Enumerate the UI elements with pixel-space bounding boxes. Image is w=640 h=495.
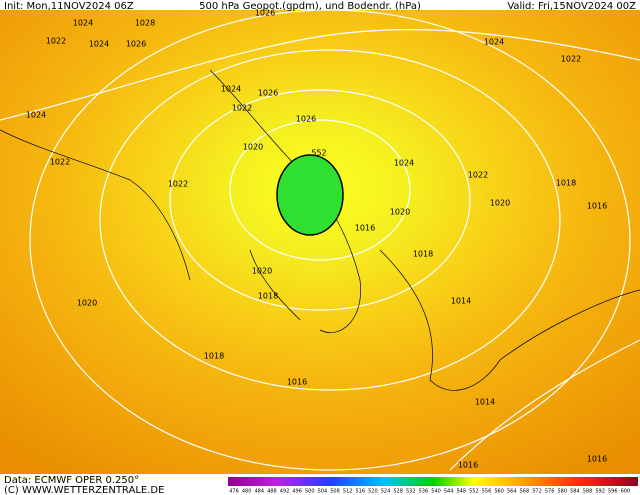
scale-label: 576: [545, 489, 555, 495]
isobar-label: 1024: [221, 85, 241, 94]
isobar-label: 1024: [89, 40, 109, 49]
isobar-label: 1016: [355, 224, 375, 233]
scale-label: 528: [393, 489, 403, 495]
isobar-label: 1020: [243, 143, 263, 152]
isobar-label: 1016: [587, 455, 607, 464]
scale-label: 476: [229, 489, 239, 495]
isobar-label: 1022: [50, 158, 70, 167]
isobar-labels: 1024 1028 1022 1024 1026 1026 1024 1022 1024 1026…: [26, 9, 607, 470]
scale-label: 560: [494, 489, 504, 495]
init-text: Init: Mon,11NOV2024 06Z: [4, 1, 134, 12]
isobar-label: 1024: [26, 111, 46, 120]
scale-label: 544: [444, 489, 454, 495]
isobar-label: 1020: [252, 267, 272, 276]
isobar-label: 1016: [587, 202, 607, 211]
scale-label: 536: [419, 489, 429, 495]
scale-label: 504: [318, 489, 328, 495]
isobar-label: 1020: [390, 208, 410, 217]
isobar-label: 1018: [556, 179, 576, 188]
scale-label: 532: [406, 489, 416, 495]
isobar-label: 1016: [287, 378, 307, 387]
scale-label: 508: [330, 489, 340, 495]
isobar-label: 1014: [451, 297, 471, 306]
map-background: [0, 10, 640, 474]
isobar-label: 1024: [484, 38, 504, 47]
scale-label: 568: [520, 489, 530, 495]
isobar-label: 1024: [394, 159, 414, 168]
copyright: (C) WWW.WETTERZENTRALE.DE: [4, 485, 164, 495]
isobar-label: 1022: [168, 180, 188, 189]
isobar-label: 1024: [73, 19, 93, 28]
isobar-label: 1028: [135, 19, 155, 28]
scale-label: 580: [557, 489, 567, 495]
scale-label: 584: [570, 489, 580, 495]
scale-label: 524: [381, 489, 391, 495]
map-title: 500 hPa Geopot.(gpdm), und Bodendr. (hPa…: [199, 1, 421, 12]
isobar-label: 1022: [46, 37, 66, 46]
scale-label: 500: [305, 489, 315, 495]
isobar-label: 1016: [458, 461, 478, 470]
scale-label: 512: [343, 489, 353, 495]
scale-label: 552: [469, 489, 479, 495]
scale-label: 556: [482, 489, 492, 495]
scale-label: 548: [456, 489, 466, 495]
isobar-label: 1018: [204, 352, 224, 361]
scale-label: 520: [368, 489, 378, 495]
isobar-label: 552: [311, 149, 326, 158]
scale-label: 596: [608, 489, 618, 495]
isobar-label: 1026: [255, 9, 275, 18]
scale-label: 572: [532, 489, 542, 495]
color-scale: [228, 477, 638, 486]
isobar-label: 1026: [258, 89, 278, 98]
scale-label: 600: [621, 489, 631, 495]
isobar-label: 1020: [490, 199, 510, 208]
isobar-label: 1026: [126, 40, 146, 49]
isobar-label: 1014: [475, 398, 495, 407]
header-bar: [0, 0, 640, 10]
scale-labels: 476 480 484 488 492 496 500 504 508 512 516 520 524 5…: [229, 489, 630, 495]
scale-label: 496: [292, 489, 302, 495]
isobar-label: 1018: [413, 250, 433, 259]
isobar-label: 1022: [561, 55, 581, 64]
scale-label: 484: [254, 489, 264, 495]
valid-text: Valid: Fri,15NOV2024 00Z: [507, 1, 636, 12]
scale-label: 588: [583, 489, 593, 495]
isobar-label: 1026: [296, 115, 316, 124]
low-geopotential-area: [276, 154, 344, 236]
isobar-label: 1018: [258, 292, 278, 301]
scale-label: 480: [242, 489, 252, 495]
data-source: Data: ECMWF OPER 0.250°: [4, 475, 139, 486]
isobar-label: 1020: [77, 299, 97, 308]
scale-label: 492: [280, 489, 290, 495]
isobar-label: 1022: [468, 171, 488, 180]
isobar-label: 1022: [232, 104, 252, 113]
scale-label: 516: [355, 489, 365, 495]
scale-label: 592: [595, 489, 605, 495]
scale-label: 488: [267, 489, 277, 495]
scale-label: 540: [431, 489, 441, 495]
scale-label: 564: [507, 489, 517, 495]
isobars: [0, 9, 640, 471]
